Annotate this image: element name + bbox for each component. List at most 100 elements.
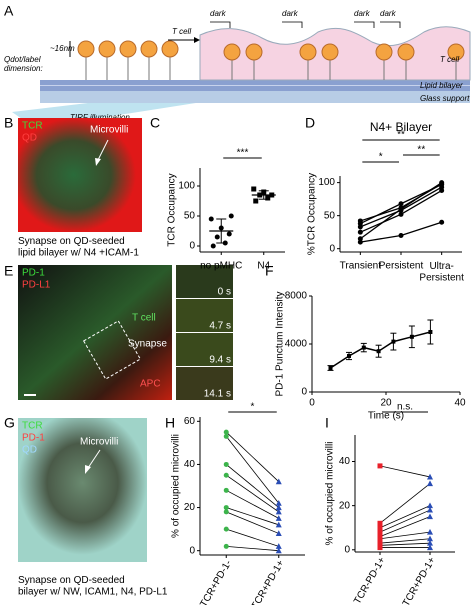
marker bbox=[223, 509, 229, 515]
glass bbox=[40, 91, 470, 103]
arrow bbox=[97, 139, 109, 161]
panel-label: A bbox=[4, 3, 14, 19]
marker bbox=[377, 536, 383, 542]
time: 4.7 s bbox=[209, 321, 231, 332]
panel-label: G bbox=[4, 415, 15, 431]
image-g: TCR PD-1 QD Microvilli Synapse on QD-see… bbox=[18, 418, 168, 597]
y-tick-label: 20 bbox=[184, 502, 196, 513]
channel: TCR bbox=[22, 421, 43, 432]
annotation: Microvilli bbox=[90, 125, 128, 136]
marker bbox=[427, 539, 433, 546]
bilayer-label: Lipid bilayer bbox=[420, 81, 463, 90]
pair-line bbox=[225, 431, 280, 482]
dark-brackets bbox=[210, 21, 401, 28]
x-tick-label: Transient bbox=[340, 261, 382, 272]
y-tick-label: 60 bbox=[184, 416, 196, 427]
inset bbox=[176, 299, 233, 332]
dark: dark bbox=[354, 9, 371, 18]
marker bbox=[253, 198, 259, 204]
pair-line bbox=[379, 465, 431, 478]
pair-line bbox=[225, 464, 280, 508]
marker bbox=[427, 480, 433, 487]
caption: Synapse on QD-seeded bilayer w/ NW, ICAM1… bbox=[18, 575, 168, 598]
time: 14.1 s bbox=[204, 389, 231, 400]
marker bbox=[275, 547, 282, 554]
marker bbox=[275, 504, 282, 511]
marker bbox=[427, 535, 433, 542]
marker bbox=[439, 188, 445, 194]
micrograph bbox=[18, 118, 142, 232]
pair-line bbox=[379, 483, 431, 524]
panel-label: C bbox=[150, 115, 160, 131]
dark: dark bbox=[282, 9, 299, 18]
marker bbox=[361, 345, 366, 350]
arrow bbox=[87, 449, 101, 469]
annotation: * bbox=[379, 152, 383, 163]
marker bbox=[391, 339, 396, 344]
marker bbox=[275, 478, 282, 485]
panel-label: I bbox=[325, 415, 329, 431]
pair-line bbox=[226, 528, 279, 547]
caption: Synapse on QD-seeded lipid bilayer w/ N4 … bbox=[18, 236, 139, 259]
x-tick-label: N4 bbox=[257, 261, 270, 272]
y-tick-label: 40 bbox=[184, 459, 196, 470]
x-tick-label: Ultra-Persistent bbox=[419, 261, 464, 284]
y-axis-label: % of occupied microvilli bbox=[325, 442, 336, 546]
x-tick-label: 40 bbox=[454, 398, 466, 409]
marker bbox=[357, 224, 363, 230]
pair-line bbox=[226, 474, 279, 513]
x-axis-label: Time (s) bbox=[368, 411, 404, 422]
x-tick-label: 0 bbox=[309, 398, 315, 409]
marker bbox=[275, 508, 282, 515]
arrow-label: T cell bbox=[172, 27, 191, 36]
channel: PD-1 bbox=[22, 433, 45, 444]
channel: PD-L1 bbox=[22, 280, 51, 291]
pair-line bbox=[379, 509, 431, 533]
y-tick-label: 50 bbox=[184, 211, 196, 222]
y-tick-label: 40 bbox=[339, 456, 351, 467]
time: 0 s bbox=[218, 287, 231, 298]
marker bbox=[409, 334, 414, 339]
channel: PD-1 bbox=[22, 268, 45, 279]
marker bbox=[328, 366, 333, 370]
marker bbox=[223, 433, 229, 439]
marker bbox=[223, 526, 229, 532]
annotation: ** bbox=[417, 145, 425, 156]
size: ~16nm bbox=[50, 44, 75, 53]
y-axis-label: %TCR Occupancy bbox=[307, 173, 318, 255]
marker bbox=[223, 472, 229, 478]
panel-label: D bbox=[305, 115, 315, 131]
marker bbox=[357, 229, 363, 235]
pair-line bbox=[379, 542, 431, 546]
marker bbox=[428, 330, 433, 334]
marker bbox=[398, 201, 404, 207]
marker bbox=[398, 232, 404, 238]
y-tick-label: 0 bbox=[189, 241, 195, 252]
y-axis-label: PD-1 Punctum Intensity bbox=[275, 291, 286, 396]
x-tick-label: 20 bbox=[380, 398, 392, 409]
pair-line bbox=[226, 545, 279, 552]
marker bbox=[357, 239, 363, 245]
label: APC bbox=[140, 379, 161, 390]
marker bbox=[427, 528, 433, 535]
pair-line bbox=[226, 511, 279, 534]
marker bbox=[223, 487, 229, 493]
annotation: Microvilli bbox=[80, 437, 118, 448]
glass-label: Glass support bbox=[420, 94, 470, 103]
marker bbox=[398, 211, 404, 217]
panel-label: F bbox=[265, 263, 274, 279]
marker bbox=[223, 429, 229, 435]
y-tick-label: 20 bbox=[339, 500, 351, 511]
y-tick-label: 100 bbox=[318, 177, 335, 188]
inset bbox=[176, 265, 233, 298]
marker bbox=[228, 213, 234, 219]
y-axis-label: % of occupied microvilli bbox=[171, 434, 182, 538]
y-tick-label: 0 bbox=[344, 544, 350, 555]
y-axis-label: TCR Occupancy bbox=[167, 173, 178, 246]
marker bbox=[275, 521, 282, 528]
x-tick-label: TCR+PD-1- bbox=[198, 558, 234, 605]
y-tick-label: 100 bbox=[178, 181, 195, 192]
y-tick-label: 0 bbox=[189, 545, 195, 556]
marker bbox=[208, 216, 214, 222]
pair-line bbox=[225, 436, 280, 504]
